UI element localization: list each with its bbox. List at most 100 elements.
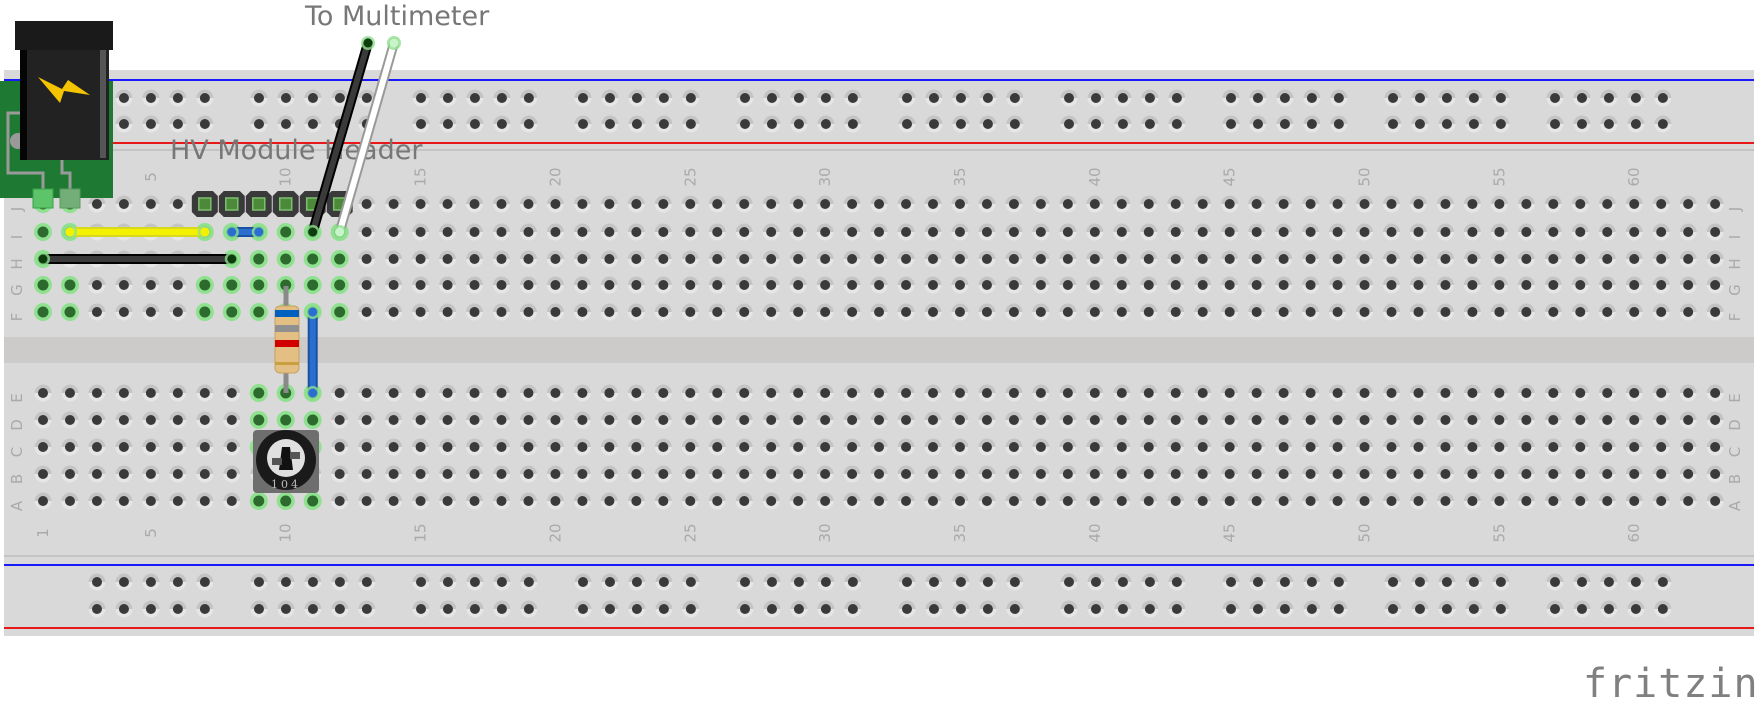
hole[interactable] — [1330, 89, 1348, 107]
hole[interactable] — [169, 276, 187, 294]
hole[interactable] — [1329, 438, 1347, 456]
hole[interactable] — [735, 438, 753, 456]
hole[interactable] — [1221, 465, 1239, 483]
hole[interactable] — [1600, 89, 1618, 107]
hole[interactable] — [600, 465, 618, 483]
hole[interactable] — [790, 115, 808, 133]
connected-hole[interactable] — [195, 276, 214, 294]
hole[interactable] — [600, 276, 618, 294]
connected-hole[interactable] — [330, 303, 349, 321]
hole[interactable] — [1436, 411, 1454, 429]
wire[interactable] — [224, 225, 266, 239]
hole[interactable] — [439, 438, 457, 456]
hole[interactable] — [34, 411, 52, 429]
hole[interactable] — [1140, 303, 1158, 321]
hole[interactable] — [1140, 276, 1158, 294]
hole[interactable] — [196, 492, 214, 510]
hole[interactable] — [1383, 195, 1400, 213]
hole[interactable] — [88, 438, 106, 456]
hole[interactable] — [115, 384, 133, 402]
hole[interactable] — [681, 492, 699, 510]
hole[interactable] — [385, 411, 403, 429]
hole[interactable] — [250, 600, 268, 618]
hole[interactable] — [1436, 223, 1454, 241]
hole[interactable] — [492, 384, 510, 402]
hole[interactable] — [1679, 384, 1697, 402]
power-jack[interactable] — [0, 21, 113, 209]
hole[interactable] — [573, 303, 591, 321]
hole[interactable] — [304, 600, 322, 618]
hole[interactable] — [1086, 438, 1104, 456]
hole[interactable] — [169, 115, 187, 133]
hole[interactable] — [574, 115, 592, 133]
hole[interactable] — [1140, 438, 1158, 456]
hole[interactable] — [1168, 600, 1186, 618]
hole[interactable] — [1654, 573, 1672, 591]
hole[interactable] — [439, 250, 457, 268]
hole[interactable] — [654, 492, 672, 510]
resistor[interactable] — [274, 286, 300, 393]
hole[interactable] — [1679, 411, 1697, 429]
hole[interactable] — [304, 89, 322, 107]
hole[interactable] — [762, 438, 780, 456]
hole[interactable] — [681, 438, 699, 456]
hole[interactable] — [1275, 411, 1293, 429]
hole[interactable] — [412, 89, 430, 107]
hole[interactable] — [1383, 492, 1400, 510]
hole[interactable] — [1544, 276, 1562, 294]
hole[interactable] — [358, 195, 376, 213]
hole[interactable] — [1544, 492, 1562, 510]
hole[interactable] — [142, 411, 160, 429]
hole[interactable] — [1573, 89, 1591, 107]
hole[interactable] — [1167, 411, 1185, 429]
hole[interactable] — [762, 492, 780, 510]
hole[interactable] — [951, 465, 969, 483]
hole[interactable] — [951, 411, 969, 429]
hole[interactable] — [223, 384, 241, 402]
hole[interactable] — [654, 384, 672, 402]
hole[interactable] — [627, 276, 645, 294]
hole[interactable] — [924, 384, 942, 402]
hole[interactable] — [628, 573, 646, 591]
hole[interactable] — [412, 250, 430, 268]
hole[interactable] — [1652, 492, 1670, 510]
hole[interactable] — [655, 573, 673, 591]
hole[interactable] — [735, 276, 753, 294]
hole[interactable] — [546, 438, 564, 456]
hole[interactable] — [88, 411, 106, 429]
hole[interactable] — [1275, 492, 1293, 510]
hole[interactable] — [654, 438, 672, 456]
hole[interactable] — [1248, 223, 1266, 241]
hole[interactable] — [1356, 276, 1374, 294]
hole[interactable] — [789, 411, 807, 429]
hole[interactable] — [1383, 438, 1400, 456]
hole[interactable] — [358, 573, 376, 591]
hole[interactable] — [1141, 89, 1159, 107]
hole[interactable] — [1598, 303, 1616, 321]
hole[interactable] — [573, 438, 591, 456]
hole[interactable] — [61, 411, 79, 429]
hole[interactable] — [1544, 438, 1562, 456]
hole[interactable] — [1114, 89, 1132, 107]
hole[interactable] — [898, 600, 916, 618]
hole[interactable] — [1302, 465, 1320, 483]
hole[interactable] — [1356, 195, 1374, 213]
hole[interactable] — [223, 411, 241, 429]
hole[interactable] — [844, 115, 862, 133]
hole[interactable] — [708, 384, 726, 402]
hole[interactable] — [655, 600, 673, 618]
hole[interactable] — [870, 492, 888, 510]
hole[interactable] — [331, 411, 349, 429]
hole[interactable] — [1005, 303, 1023, 321]
hole[interactable] — [1625, 465, 1643, 483]
hole[interactable] — [654, 276, 672, 294]
hole[interactable] — [1060, 600, 1078, 618]
hole[interactable] — [1194, 411, 1212, 429]
hole[interactable] — [1194, 384, 1212, 402]
hole[interactable] — [331, 89, 349, 107]
hole[interactable] — [88, 303, 106, 321]
hole[interactable] — [789, 276, 807, 294]
hole[interactable] — [1060, 573, 1078, 591]
hole[interactable] — [1167, 492, 1185, 510]
hole[interactable] — [681, 223, 699, 241]
